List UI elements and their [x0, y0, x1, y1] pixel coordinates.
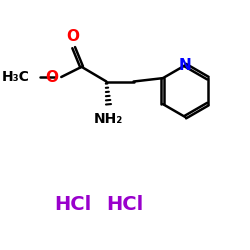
Text: HCl: HCl [106, 194, 143, 214]
Text: O: O [67, 28, 80, 44]
Text: H₃C: H₃C [2, 70, 30, 84]
Text: N: N [179, 58, 192, 73]
Text: NH₂: NH₂ [94, 112, 123, 126]
Text: O: O [46, 70, 59, 85]
Text: HCl: HCl [54, 194, 91, 214]
